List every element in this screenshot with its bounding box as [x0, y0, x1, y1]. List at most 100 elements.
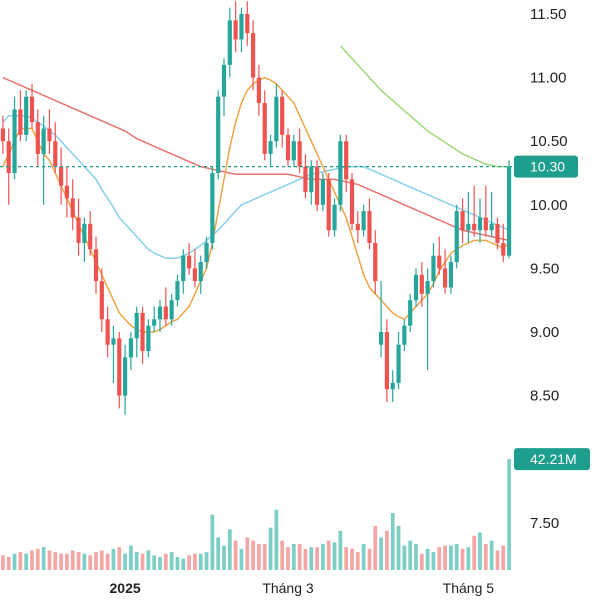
candle-body [117, 338, 122, 396]
y-tick-label: 11.00 [530, 70, 566, 87]
volume-bar [245, 537, 250, 570]
volume-bar [437, 547, 442, 570]
candle-body [12, 109, 17, 173]
candle-body [76, 217, 81, 243]
candle-body [344, 141, 349, 180]
candle-body [396, 344, 401, 383]
candle-body [64, 185, 69, 199]
candle-body [437, 255, 442, 269]
volume-bar [140, 553, 145, 570]
y-tick-label: 11.50 [530, 6, 566, 23]
last-volume-badge: 42.21M [514, 448, 590, 471]
candle-body [454, 211, 459, 263]
volume-bar [326, 540, 331, 570]
candle-body [367, 211, 372, 243]
volume-bar [489, 540, 494, 570]
volume-bar [495, 550, 500, 570]
candle-body [70, 198, 75, 218]
candle-body [413, 274, 419, 301]
ma-line-blue [2, 115, 510, 259]
volume-bar [373, 525, 378, 570]
volume-bar [94, 552, 98, 570]
last-price-badge-bg [514, 155, 578, 178]
volume-bar [460, 548, 465, 570]
volume-bar [402, 545, 407, 570]
volume-bar [257, 543, 261, 570]
volume-bar [466, 547, 471, 570]
volume-bar [198, 553, 203, 570]
candle-body [59, 166, 64, 186]
candle-body [128, 338, 133, 358]
volume-bar [99, 550, 104, 570]
volume-bar [321, 543, 325, 570]
candle-body [105, 319, 110, 345]
candle-body [29, 96, 35, 123]
candle-body [402, 325, 407, 345]
volume-bar [239, 548, 244, 570]
volume-bar [175, 556, 180, 570]
volume-bar [251, 540, 255, 570]
candle-body [123, 357, 128, 396]
candle-body [227, 20, 232, 65]
volume-bar [309, 547, 314, 570]
last-price-label: 10.30 [530, 159, 565, 175]
candle-body [361, 211, 366, 231]
candle-body [198, 262, 203, 282]
x-tick-label: Tháng 5 [443, 580, 495, 596]
volume-bar [6, 556, 11, 570]
candle-body [466, 223, 471, 231]
price-candles [0, 1, 512, 415]
candle-body [181, 255, 186, 282]
volume-bar [414, 543, 418, 570]
volume-bar [65, 553, 69, 570]
candle-body [187, 255, 192, 269]
candle-body [443, 268, 448, 288]
volume-bar [268, 527, 273, 570]
volume-bar [88, 555, 93, 570]
candle-body [256, 77, 261, 104]
candle-body [169, 300, 174, 320]
candle-body [419, 274, 424, 294]
volume-bar [501, 545, 506, 570]
volume-bar [396, 525, 401, 570]
x-axis: 2025 Tháng 3 Tháng 5 [110, 580, 495, 596]
volume-bar [123, 553, 127, 570]
volume-bar [204, 552, 209, 570]
candle-body [88, 223, 93, 250]
volume-bar [53, 552, 58, 570]
candle-body [146, 325, 151, 352]
candle-body [221, 64, 227, 97]
volume-bar [431, 552, 436, 570]
candle-body [489, 223, 494, 231]
ma-line-orange [2, 76, 510, 333]
candle-body [448, 262, 453, 288]
volume-bar [483, 543, 488, 570]
volume-bar [350, 548, 354, 570]
candle-body [425, 281, 430, 294]
candle-body [338, 141, 343, 205]
candle-body [245, 14, 250, 34]
volume-bar [286, 547, 290, 570]
volume-bar [12, 553, 17, 570]
candle-body [163, 306, 168, 320]
candle-body [239, 14, 244, 40]
volume-bar [361, 543, 366, 570]
volume-bar [82, 553, 87, 570]
candle-body [262, 103, 267, 154]
candle-body [460, 211, 465, 231]
volume-bar [408, 540, 413, 570]
candle-body [53, 141, 58, 167]
y-tick-label: 10.00 [530, 197, 568, 214]
ma-line-red [2, 76, 510, 242]
y-tick-label: 10.50 [530, 133, 568, 150]
candle-body [280, 96, 285, 135]
candle-body [134, 312, 139, 339]
y-tick-label: 9.50 [530, 260, 559, 277]
candle-body [285, 134, 291, 161]
candle-body [315, 166, 320, 205]
volume-bar [233, 540, 238, 570]
candle-body [501, 242, 506, 256]
volume-bar [227, 529, 232, 570]
ma-line-green [339, 45, 510, 168]
candle-body [251, 33, 256, 78]
